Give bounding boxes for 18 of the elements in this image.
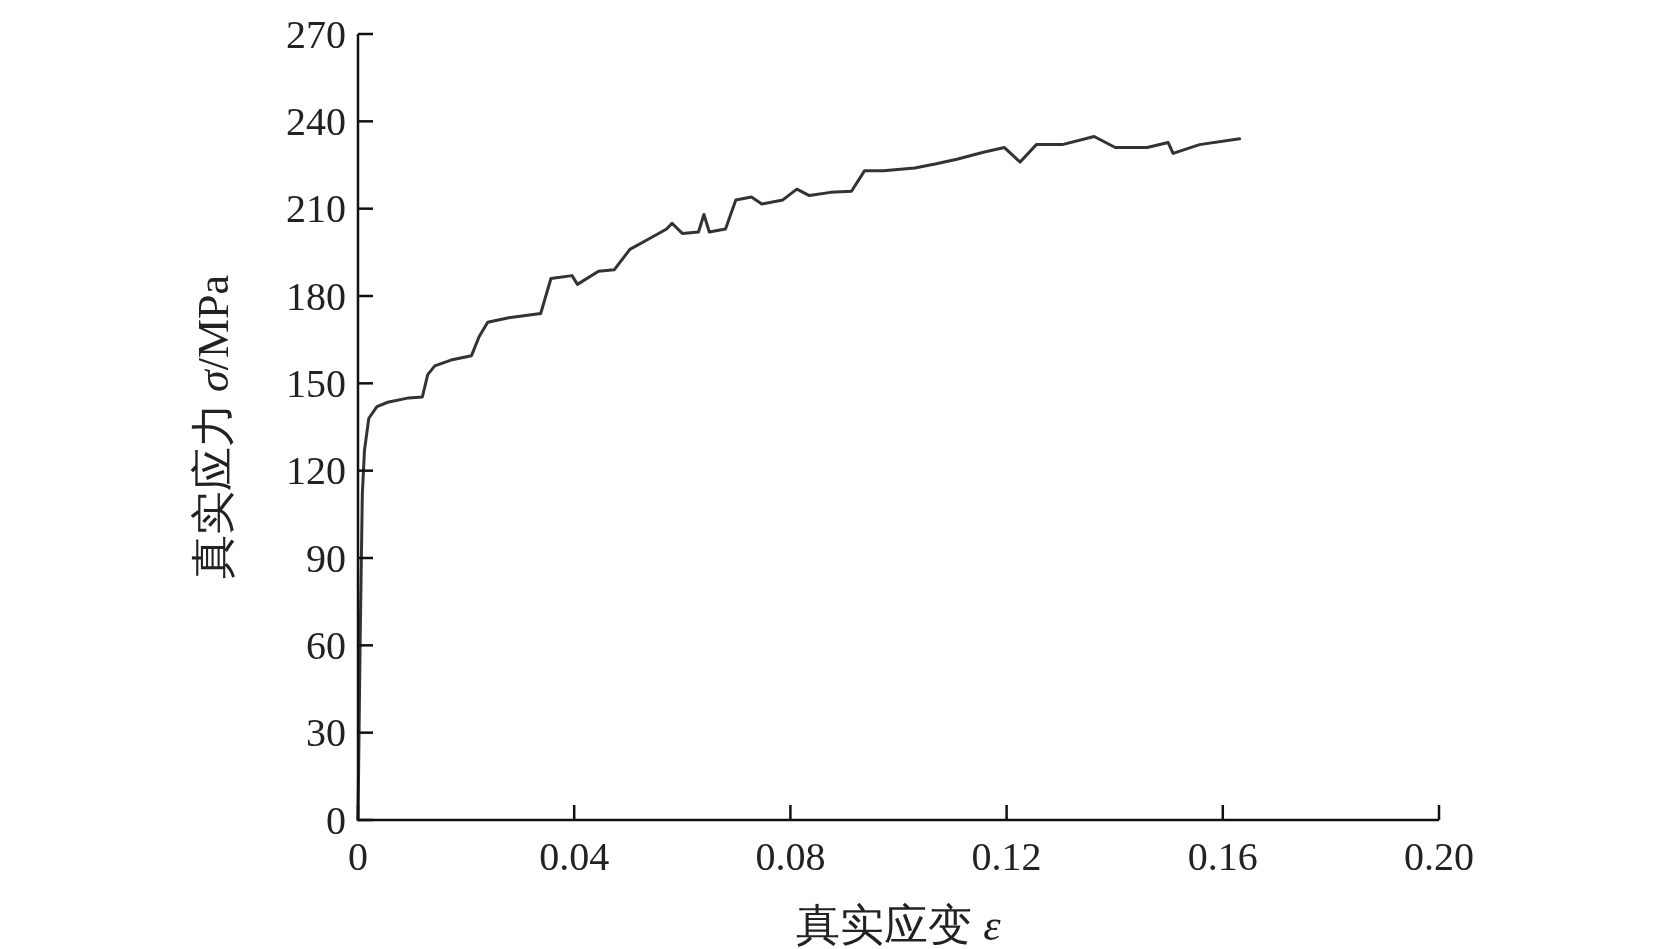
- y-tick-label: 240: [286, 98, 346, 144]
- y-tick-label: 90: [306, 535, 346, 581]
- y-tick-label: 120: [286, 448, 346, 494]
- y-tick-label: 60: [306, 622, 346, 668]
- y-tick-label: 30: [306, 710, 346, 756]
- line-series: [356, 134, 1242, 822]
- x-tick-label: 0.04: [539, 834, 610, 879]
- y-tick-label: 210: [286, 186, 346, 232]
- y-tick-label: 0: [326, 797, 346, 843]
- y-tick-label: 270: [286, 11, 346, 57]
- x-tick-label: 0.08: [755, 834, 826, 879]
- y-tick-label: 150: [286, 360, 346, 406]
- x-tick-label: 0.20: [1404, 834, 1474, 879]
- x-tick-label: 0.12: [971, 834, 1042, 879]
- text: 真实应力 σ/MPa: [189, 274, 238, 580]
- y-tick-label: 180: [286, 273, 346, 319]
- x-axis-title: 真实应变 ε: [796, 901, 1002, 949]
- x-tick-label: 0.16: [1187, 834, 1258, 879]
